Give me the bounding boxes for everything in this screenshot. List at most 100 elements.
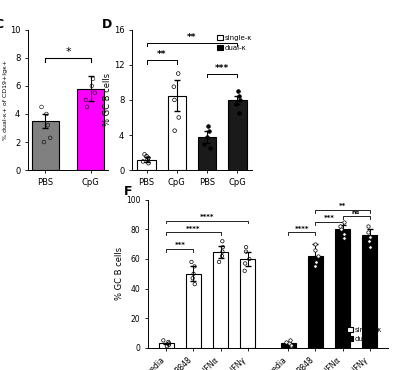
Text: **: ** <box>157 50 166 60</box>
Point <box>89 83 95 89</box>
Point <box>190 275 196 281</box>
Point <box>176 114 182 120</box>
Bar <box>308 256 323 348</box>
Point <box>219 238 226 244</box>
Text: C: C <box>0 18 4 31</box>
Point <box>90 76 96 82</box>
Point <box>242 268 248 274</box>
Point <box>365 238 372 244</box>
Point <box>312 263 318 269</box>
Bar <box>198 137 216 170</box>
Point <box>219 249 226 255</box>
Point <box>84 104 90 110</box>
Point <box>338 226 344 232</box>
Text: ***: *** <box>174 242 185 248</box>
Text: ***: *** <box>324 215 334 221</box>
Point <box>365 223 372 229</box>
Point <box>206 128 213 134</box>
Point <box>188 259 195 265</box>
Point <box>192 281 198 287</box>
Y-axis label: % dual-κ+ of CD19+Igκ+: % dual-κ+ of CD19+Igκ+ <box>4 60 8 140</box>
Point <box>340 231 347 237</box>
Legend: single-κ, dual-κ: single-κ, dual-κ <box>215 33 254 53</box>
Bar <box>228 100 246 170</box>
Text: D: D <box>102 18 112 31</box>
Text: F: F <box>124 185 132 198</box>
Text: ns: ns <box>352 210 360 215</box>
Point <box>341 219 348 225</box>
Bar <box>32 121 59 170</box>
Point <box>165 339 172 345</box>
Point <box>216 259 222 265</box>
Point <box>144 157 151 162</box>
Point <box>43 111 50 117</box>
Bar <box>159 343 174 348</box>
Text: ***: *** <box>215 64 230 73</box>
Bar <box>281 343 296 348</box>
Point <box>313 259 320 265</box>
Point <box>287 337 293 343</box>
Point <box>243 249 249 255</box>
Point <box>143 153 150 159</box>
Point <box>314 253 321 259</box>
Point <box>288 343 294 349</box>
Point <box>340 235 347 241</box>
Point <box>41 139 47 145</box>
Point <box>312 247 318 253</box>
Point <box>243 244 249 250</box>
Point <box>145 155 152 161</box>
Point <box>92 90 98 96</box>
Text: **: ** <box>339 204 346 209</box>
Point <box>205 123 211 129</box>
Bar <box>168 95 186 170</box>
Point <box>166 342 172 348</box>
Point <box>286 340 292 346</box>
Point <box>207 145 214 151</box>
Point <box>47 135 53 141</box>
Point <box>237 97 244 103</box>
Point <box>336 223 343 229</box>
Point <box>172 128 178 134</box>
Bar <box>240 259 255 348</box>
Text: ****: **** <box>186 226 201 232</box>
Bar <box>138 159 156 170</box>
Point <box>166 340 172 346</box>
Point <box>283 339 290 345</box>
Text: ****: **** <box>295 226 309 232</box>
Point <box>288 342 294 348</box>
Y-axis label: % GC B cells: % GC B cells <box>103 73 112 127</box>
Point <box>204 134 210 140</box>
Point <box>171 97 178 103</box>
Point <box>140 158 146 164</box>
Point <box>312 241 319 247</box>
Text: ****: **** <box>200 214 214 220</box>
Bar <box>213 252 228 348</box>
Bar <box>186 274 201 348</box>
Point <box>145 160 152 166</box>
Y-axis label: % GC B cells: % GC B cells <box>116 247 124 300</box>
Point <box>45 122 51 128</box>
Text: *: * <box>65 47 71 57</box>
Point <box>160 337 166 343</box>
Bar <box>362 235 377 348</box>
Point <box>242 260 248 266</box>
Bar <box>77 89 104 170</box>
Text: **: ** <box>187 33 197 42</box>
Point <box>365 229 371 235</box>
Legend: single-κ, dual-κ: single-κ, dual-κ <box>345 325 384 344</box>
Point <box>175 71 181 77</box>
Point <box>366 234 373 240</box>
Point <box>219 253 225 259</box>
Point <box>236 110 242 116</box>
Point <box>38 104 45 110</box>
Point <box>190 271 197 277</box>
Point <box>164 343 170 349</box>
Point <box>246 256 252 262</box>
Point <box>191 263 198 269</box>
Point <box>171 84 177 90</box>
Point <box>200 141 207 147</box>
Point <box>233 101 239 107</box>
Point <box>366 244 373 250</box>
Bar <box>335 229 350 348</box>
Point <box>236 92 242 98</box>
